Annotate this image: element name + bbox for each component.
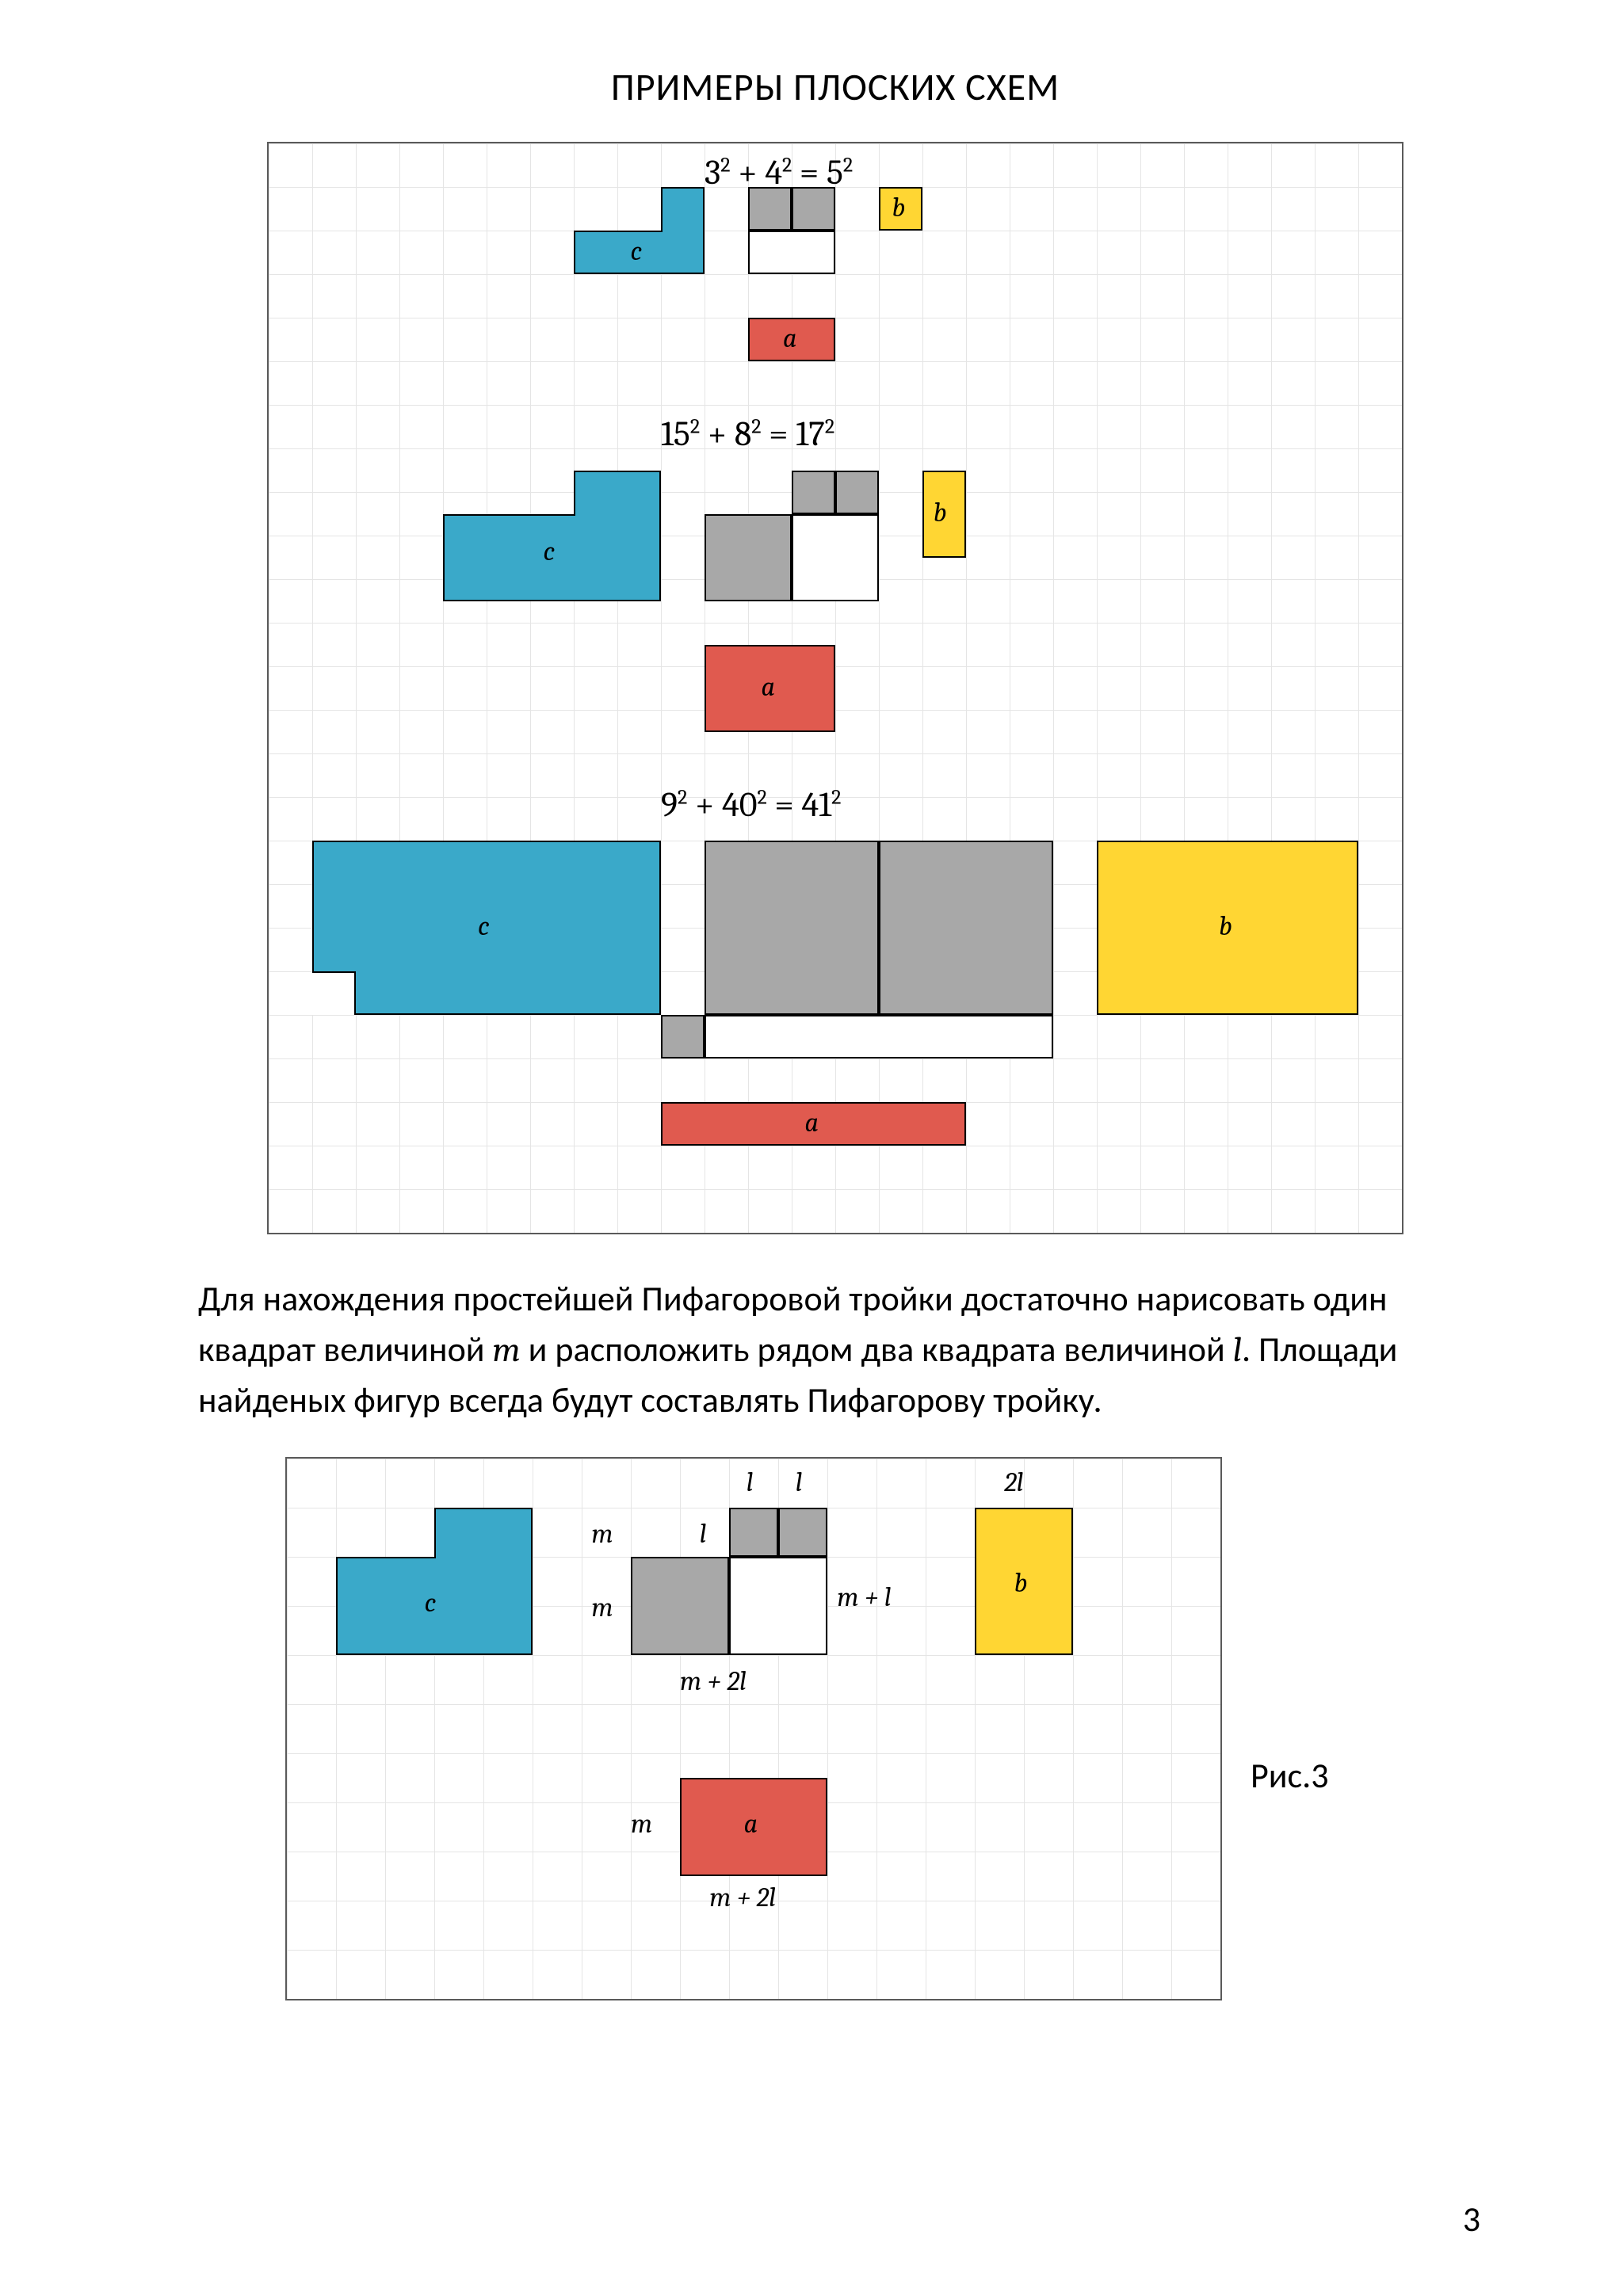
shape-grey bbox=[661, 1015, 705, 1058]
figure-caption: Рис.3 bbox=[1251, 1754, 1329, 1797]
shape-grey bbox=[879, 841, 1053, 1015]
dimension-label: m bbox=[591, 1518, 613, 1550]
shape-grey bbox=[705, 514, 792, 601]
explanation-paragraph: Для нахождения простейшей Пифагоровой тр… bbox=[198, 1274, 1472, 1425]
shape-c-notch bbox=[434, 1508, 533, 1557]
dimension-label: l bbox=[700, 1518, 707, 1550]
shape-grey bbox=[778, 1508, 827, 1557]
label-b: b bbox=[892, 192, 906, 223]
shape-grey bbox=[631, 1557, 729, 1655]
label-a: a bbox=[783, 322, 797, 354]
shape-grey bbox=[705, 841, 879, 1015]
grid bbox=[269, 143, 1402, 1233]
dimension-label: l bbox=[747, 1466, 754, 1498]
dimension-label: m bbox=[591, 1592, 613, 1623]
shape-open bbox=[792, 514, 879, 601]
label-c: c bbox=[478, 910, 490, 942]
shape-grey bbox=[748, 187, 792, 231]
label-c: c bbox=[631, 235, 643, 267]
label-b: b bbox=[1219, 910, 1232, 942]
label-c: c bbox=[544, 536, 556, 567]
shape-open bbox=[748, 231, 835, 274]
label-a: a bbox=[805, 1107, 819, 1138]
dimension-label: l bbox=[796, 1466, 803, 1498]
shape-grey bbox=[792, 187, 835, 231]
shape-c-notch bbox=[574, 471, 661, 514]
dimension-label: m bbox=[631, 1808, 652, 1840]
page-title: ПРИМЕРЫ ПЛОСКИХ СХЕМ bbox=[190, 63, 1480, 110]
label-c: c bbox=[425, 1587, 437, 1619]
shape-grey bbox=[792, 471, 835, 514]
page-number: 3 bbox=[1463, 2198, 1480, 2241]
shape-c-notch bbox=[661, 187, 705, 231]
label-b: b bbox=[1014, 1567, 1028, 1599]
diagram-panel-1: 32 + 42 = 52cba152 + 82 = 172cba92 + 402… bbox=[267, 142, 1403, 1234]
label-a: a bbox=[762, 671, 776, 703]
label-b: b bbox=[934, 497, 947, 528]
equation: 92 + 402 = 412 bbox=[661, 784, 841, 825]
shape-open bbox=[705, 1015, 1053, 1058]
shape-open bbox=[729, 1557, 827, 1655]
dimension-label: m + 2l bbox=[709, 1882, 776, 1913]
equation: 152 + 82 = 172 bbox=[661, 414, 834, 454]
dimension-label: m + l bbox=[837, 1581, 891, 1613]
label-a: a bbox=[744, 1808, 758, 1840]
shape-grey bbox=[729, 1508, 778, 1557]
diagram-panel-2: c b a l l l m m m + l m + 2l 2l m m + 2l bbox=[285, 1457, 1222, 2000]
dimension-label: 2l bbox=[1004, 1466, 1023, 1498]
dimension-label: m + 2l bbox=[680, 1665, 747, 1697]
shape-grey bbox=[835, 471, 879, 514]
